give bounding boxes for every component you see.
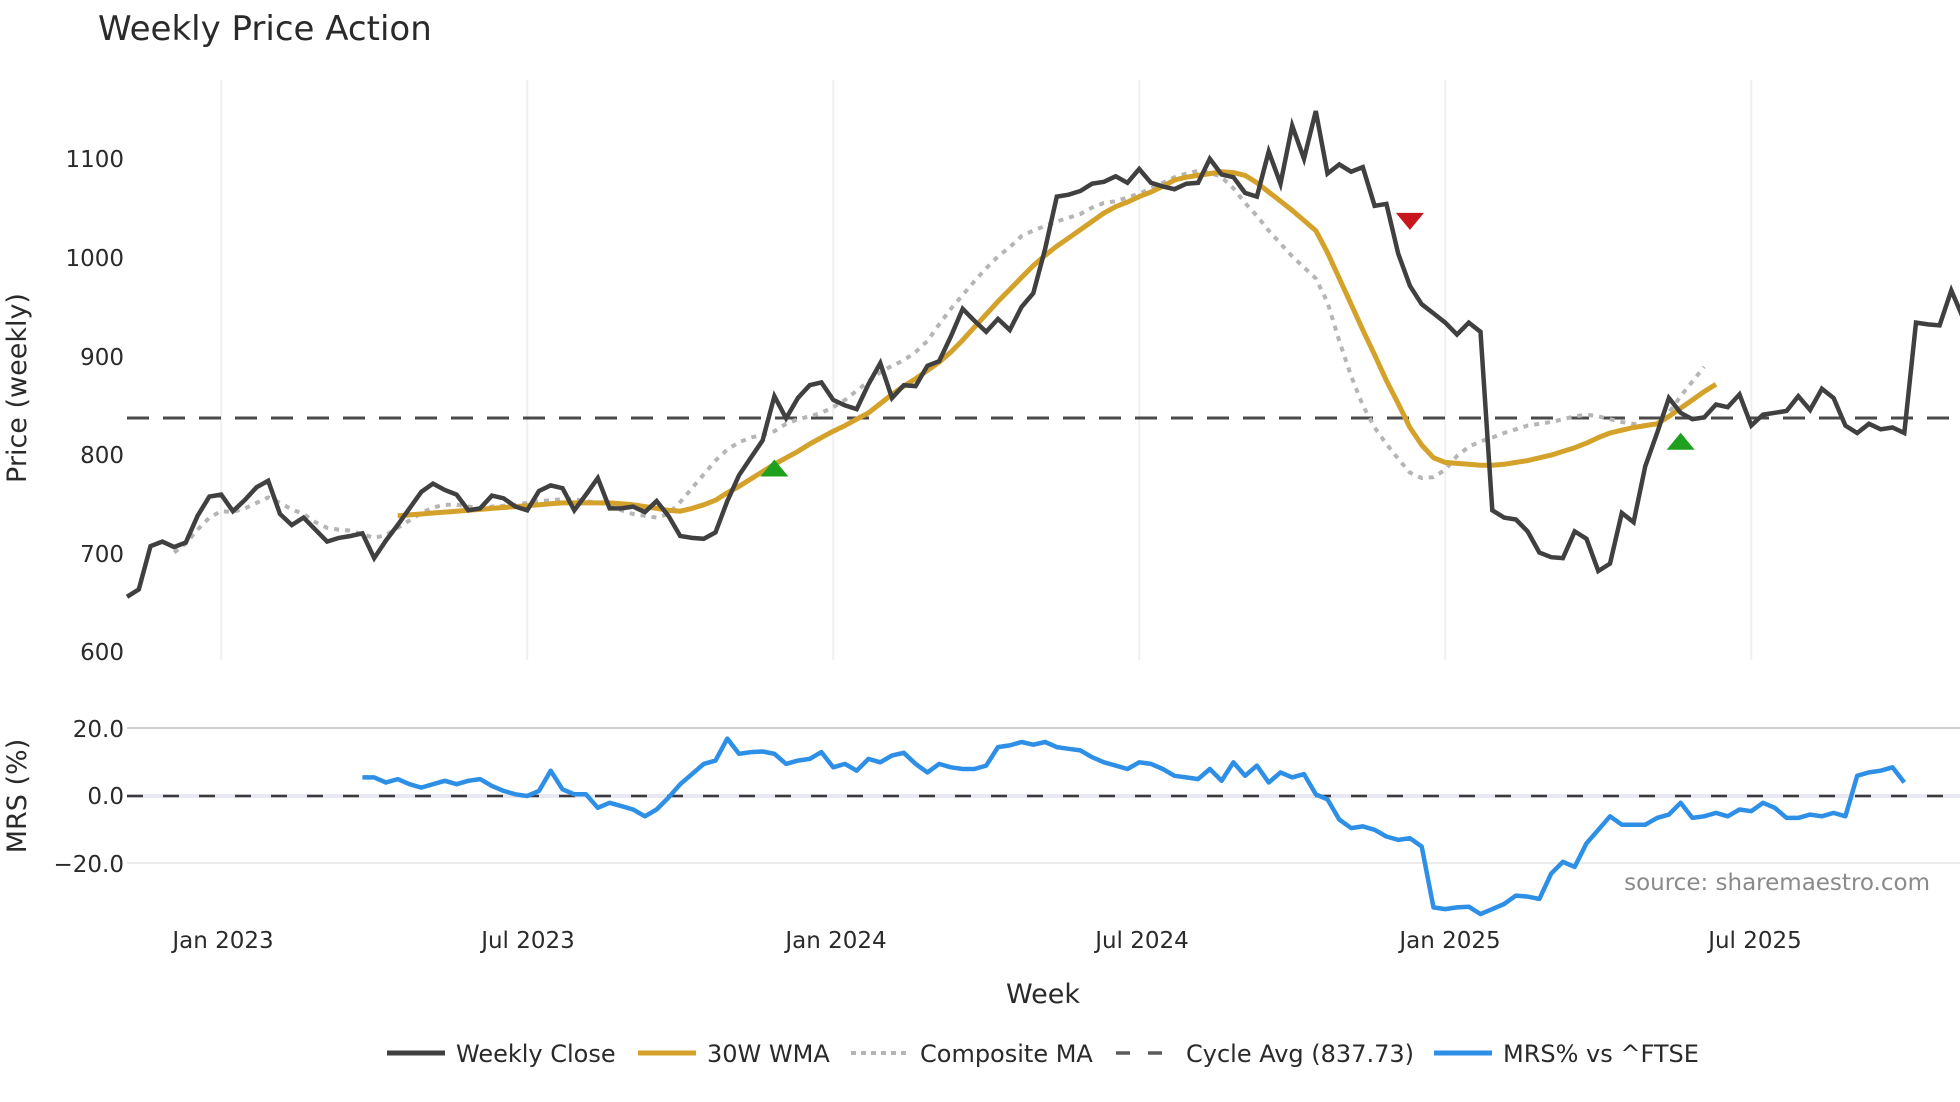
legend-item-weekly-close[interactable]: Weekly Close <box>387 1040 616 1068</box>
price-ytick: 600 <box>80 640 124 666</box>
source-annotation: source: sharemaestro.com <box>1624 870 1930 896</box>
price-ytick: 800 <box>80 443 124 469</box>
legend: Weekly Close 30W WMA Composite MA Cycle … <box>387 1040 1699 1068</box>
x-axis-title: Week <box>1006 979 1080 1010</box>
buy-signal-triangle-up-icon <box>760 459 789 477</box>
price-ytick: 900 <box>80 345 124 371</box>
price-ytick: 700 <box>80 542 124 568</box>
buy-signal-triangle-up-icon <box>1666 432 1695 450</box>
legend-item-composite-ma[interactable]: Composite MA <box>851 1040 1093 1068</box>
mrs-ytick: 0.0 <box>87 784 124 810</box>
xtick-label: Jan 2025 <box>1397 928 1500 954</box>
legend-label: 30W WMA <box>707 1040 830 1068</box>
xtick-label: Jan 2024 <box>783 928 886 954</box>
price-gridlines <box>220 80 1753 660</box>
legend-item-mrs[interactable]: MRS% vs ^FTSE <box>1434 1040 1699 1068</box>
xtick-label: Jul 2023 <box>479 928 575 954</box>
mrs-axis-title: MRS (%) <box>2 739 33 854</box>
xtick-label: Jul 2024 <box>1093 928 1189 954</box>
signal-markers <box>760 212 1695 477</box>
price-panel: 1100 1000 900 800 700 600 Price (weekly) <box>2 80 1960 666</box>
legend-item-cycle-avg[interactable]: Cycle Avg (837.73) <box>1116 1040 1414 1068</box>
x-axis: Jan 2023 Jul 2023 Jan 2024 Jul 2024 Jan … <box>170 928 1801 1010</box>
weekly-close-line <box>125 110 1960 599</box>
xtick-label: Jan 2023 <box>170 928 273 954</box>
sell-signal-triangle-down-icon <box>1395 212 1424 230</box>
legend-item-30w-wma[interactable]: 30W WMA <box>638 1040 830 1068</box>
legend-label: MRS% vs ^FTSE <box>1503 1040 1699 1068</box>
price-axis-title: Price (weekly) <box>2 293 33 483</box>
xtick-label: Jul 2025 <box>1706 928 1802 954</box>
legend-label: Weekly Close <box>456 1040 616 1068</box>
mrs-ytick: 20.0 <box>73 717 124 743</box>
legend-label: Cycle Avg (837.73) <box>1186 1040 1414 1068</box>
wma-30w-line <box>397 169 1718 519</box>
chart-title: Weekly Price Action <box>98 9 432 49</box>
legend-label: Composite MA <box>920 1040 1093 1068</box>
mrs-panel: 20.0 0.0 −20.0 MRS (%) source: sharemaes… <box>2 717 1960 917</box>
mrs-line <box>362 736 1907 917</box>
mrs-ytick: −20.0 <box>54 852 124 878</box>
price-ytick: 1000 <box>65 246 124 272</box>
price-ytick: 1100 <box>65 147 124 173</box>
